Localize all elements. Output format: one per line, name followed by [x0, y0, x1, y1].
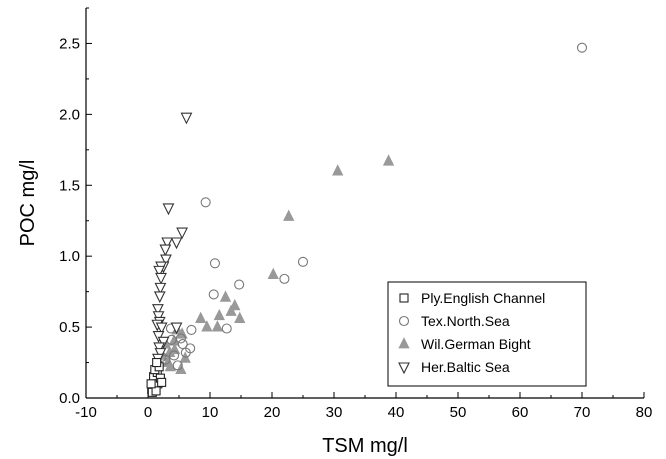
- data-point: [576, 42, 588, 53]
- series-3: [151, 112, 193, 366]
- x-tick-label: 0: [144, 404, 152, 421]
- data-point: [157, 336, 170, 349]
- legend-marker: [398, 315, 410, 327]
- data-point: [154, 348, 167, 360]
- data-point: [160, 254, 172, 267]
- data-point: [170, 237, 183, 250]
- data-point: [151, 386, 161, 396]
- legend-label: Wil.German Bight: [421, 336, 531, 352]
- data-point: [297, 256, 309, 267]
- data-point: [176, 227, 188, 240]
- y-axis-title: POC mg/l: [17, 160, 39, 247]
- data-point: [152, 304, 164, 316]
- data-point: [152, 357, 162, 368]
- data-point: [152, 311, 165, 323]
- data-point: [186, 324, 197, 335]
- data-point: [209, 258, 221, 269]
- data-point: [213, 308, 225, 321]
- y-tick-label: 2.0: [59, 106, 80, 123]
- x-tick-label: 10: [202, 404, 219, 421]
- data-point: [225, 304, 237, 316]
- data-point: [208, 289, 219, 300]
- x-tick-label: 60: [512, 404, 529, 421]
- data-point: [332, 164, 344, 176]
- y-tick-label: 1.5: [59, 177, 80, 194]
- data-point: [170, 322, 183, 335]
- data-point: [177, 339, 188, 350]
- data-point: [161, 237, 174, 250]
- data-point: [159, 244, 172, 257]
- data-point: [153, 342, 166, 355]
- data-point: [154, 282, 167, 295]
- data-point: [200, 197, 211, 208]
- x-tick-label: 70: [574, 404, 591, 421]
- series-2: [155, 154, 395, 375]
- data-point: [152, 331, 165, 343]
- data-point: [211, 320, 224, 332]
- x-tick-label: 40: [388, 404, 405, 421]
- data-points: [146, 42, 588, 397]
- data-point: [279, 273, 290, 284]
- y-ticks: 0.0 0.5 1.0 1.5 2.0 2.5: [59, 7, 92, 407]
- y-tick-label: 2.5: [59, 35, 80, 52]
- data-point: [162, 203, 175, 216]
- x-tick-label: -10: [75, 404, 97, 421]
- data-point: [153, 291, 166, 304]
- data-point: [234, 279, 245, 290]
- data-point: [155, 272, 167, 285]
- data-point: [172, 360, 183, 371]
- y-tick-label: 0.5: [59, 319, 80, 336]
- legend-label: Tex.North.Sea: [421, 313, 510, 329]
- legend-box: [387, 281, 587, 387]
- data-point: [201, 320, 213, 332]
- x-tick-label: 50: [450, 404, 467, 421]
- data-point: [168, 350, 180, 361]
- data-point: [155, 322, 168, 335]
- data-point: [221, 323, 232, 334]
- legend-label: Ply.English Channel: [421, 290, 545, 306]
- data-point: [382, 154, 395, 166]
- legend-marker: [398, 362, 410, 375]
- y-tick-label: 0.0: [59, 390, 80, 407]
- data-point: [185, 343, 196, 354]
- x-tick-label: 20: [264, 404, 281, 421]
- legend-label: Her.Baltic Sea: [421, 359, 510, 375]
- data-point: [146, 379, 156, 389]
- x-ticks: -10 0 10 20 30 40 50 60 70 80: [75, 392, 652, 421]
- data-point: [234, 311, 246, 323]
- data-point: [153, 265, 166, 278]
- data-point: [283, 209, 295, 221]
- x-tick-label: 80: [636, 404, 653, 421]
- data-point: [267, 267, 279, 280]
- x-tick-label: 30: [326, 404, 343, 421]
- legend-marker: [398, 337, 410, 349]
- data-point: [157, 377, 167, 387]
- legend: Ply.English Channel Tex.North.Sea Wil.Germ…: [387, 281, 587, 387]
- series-0: [146, 357, 167, 397]
- x-axis-title: TSM mg/l: [322, 435, 408, 457]
- legend-marker: [399, 293, 409, 303]
- data-point: [180, 112, 193, 125]
- data-point: [219, 290, 232, 302]
- data-point: [195, 311, 207, 323]
- y-tick-label: 1.0: [59, 248, 80, 265]
